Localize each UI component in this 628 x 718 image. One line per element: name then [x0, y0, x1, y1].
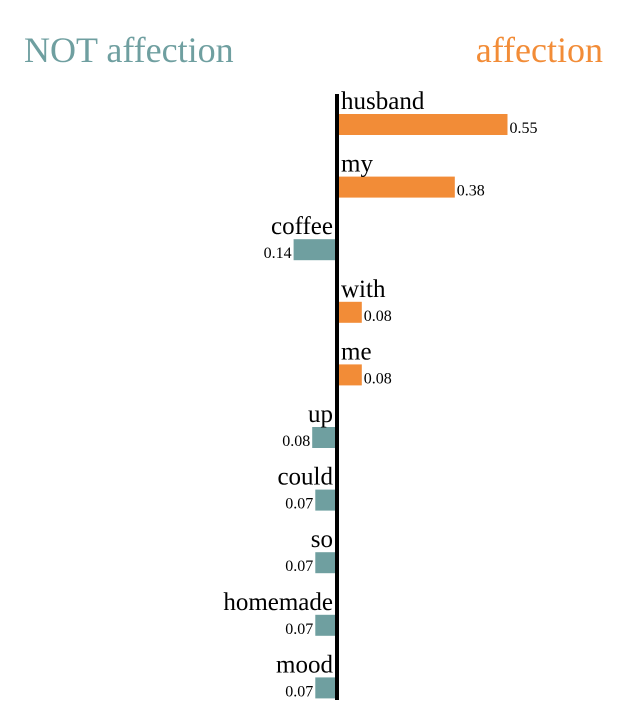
bar-could: [315, 489, 337, 511]
bar-my: [337, 176, 455, 198]
bar-husband: [337, 114, 508, 135]
value-label-with: 0.08: [364, 308, 392, 325]
word-label-so: so: [311, 526, 333, 553]
value-label-coffee: 0.14: [264, 245, 292, 262]
word-label-could: could: [277, 464, 333, 491]
bar-so: [315, 552, 337, 574]
bar-coffee: [293, 239, 337, 261]
word-label-homemade: homemade: [223, 589, 333, 616]
word-label-me: me: [341, 338, 372, 365]
bar-me: [337, 364, 362, 386]
bars-group: husband 0.55 my 0.38 coffee 0.14 with 0.08 me 0.0…: [223, 88, 537, 700]
value-label-mood: 0.07: [285, 683, 313, 700]
word-label-husband: husband: [341, 88, 425, 115]
word-label-with: with: [341, 276, 386, 303]
bar-mood: [315, 677, 337, 699]
value-label-so: 0.07: [285, 558, 313, 575]
value-label-my: 0.38: [457, 183, 485, 200]
value-label-homemade: 0.07: [285, 621, 313, 638]
bar-homemade: [315, 614, 337, 636]
word-label-my: my: [341, 151, 373, 178]
word-label-mood: mood: [276, 651, 333, 678]
affection-label: affection: [476, 30, 603, 70]
bar-with: [337, 301, 362, 323]
value-label-could: 0.07: [285, 496, 313, 513]
value-label-up: 0.08: [282, 433, 310, 450]
word-label-up: up: [308, 401, 333, 428]
word-label-coffee: coffee: [271, 213, 333, 240]
bar-up: [312, 427, 337, 448]
not-affection-label: NOT affection: [24, 30, 234, 70]
value-label-me: 0.08: [364, 370, 392, 387]
value-label-husband: 0.55: [510, 120, 538, 137]
